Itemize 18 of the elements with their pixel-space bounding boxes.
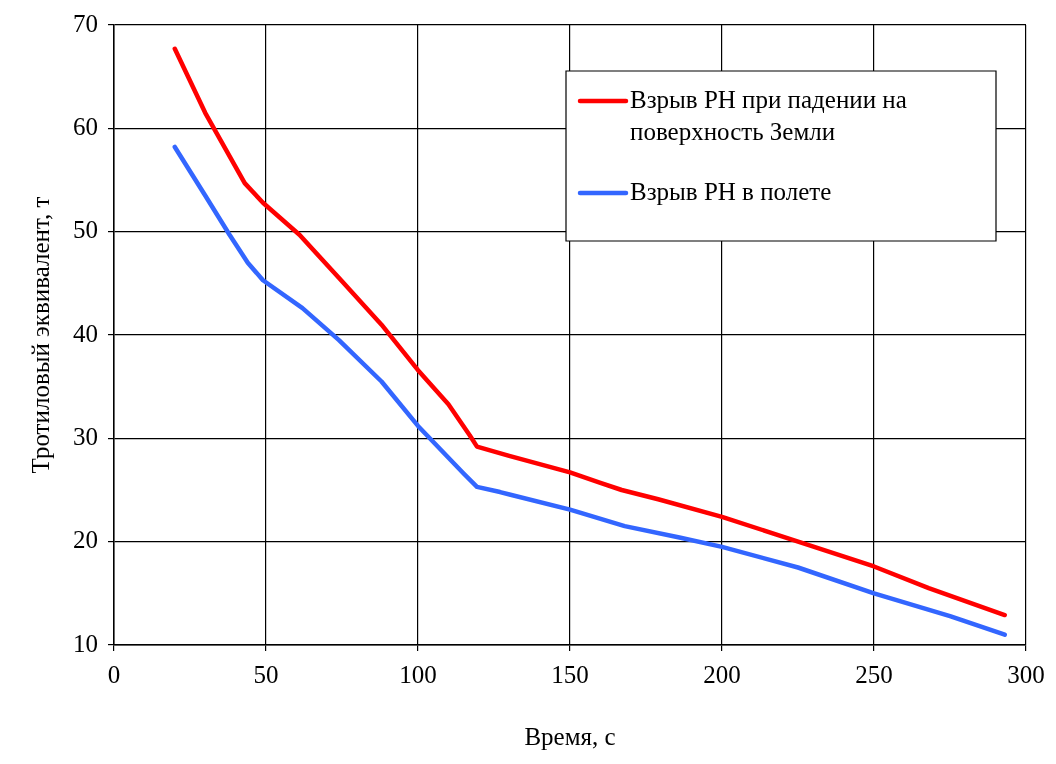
- y-tick-label: 30: [73, 422, 98, 450]
- x-tick-label: 200: [703, 660, 741, 688]
- x-tick-label: 300: [1007, 660, 1045, 688]
- y-tick-label: 70: [73, 9, 98, 37]
- x-tick-label: 250: [855, 660, 893, 688]
- y-tick-label: 50: [73, 216, 98, 244]
- x-axis-title: Время, с: [524, 722, 616, 750]
- x-tick-label: 50: [253, 660, 279, 688]
- y-axis-title: Тротиловый эквивалент, т: [26, 196, 54, 474]
- x-tick-label: 100: [399, 660, 437, 688]
- y-tick-label: 60: [73, 112, 98, 140]
- y-tick-label: 10: [73, 629, 98, 657]
- x-tick-label: 150: [551, 660, 589, 688]
- legend-label: Взрыв РН при падении на поверхность Земли: [630, 85, 907, 145]
- y-tick-label: 40: [73, 319, 98, 347]
- legend-label: Взрыв РН в полете: [630, 177, 832, 205]
- x-tick-label: 0: [107, 660, 121, 688]
- y-tick-label: 20: [73, 526, 98, 554]
